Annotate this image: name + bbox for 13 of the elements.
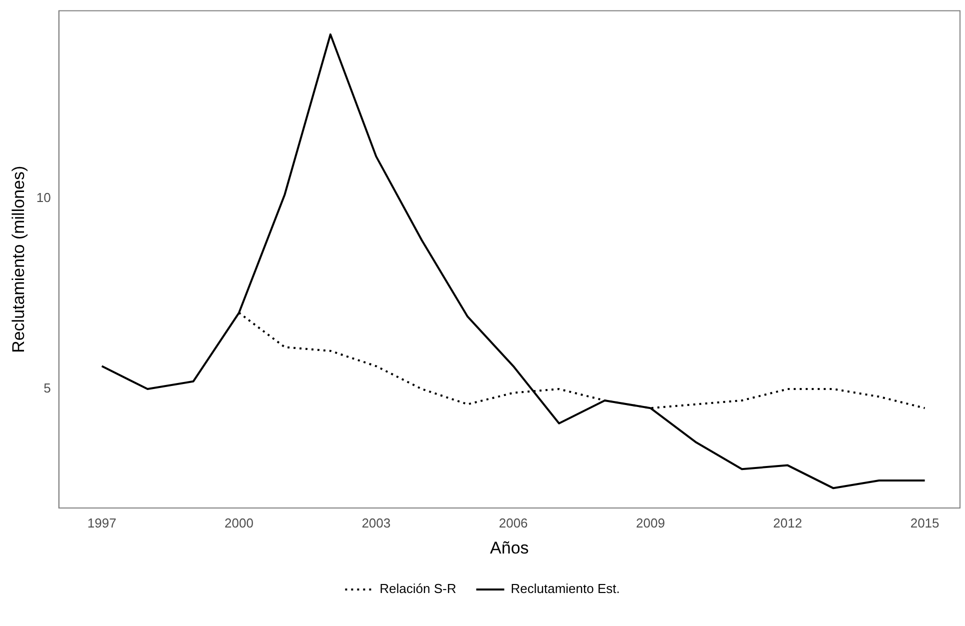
x-tick-label: 2000: [224, 515, 254, 530]
x-tick-label: 2003: [362, 515, 391, 530]
legend-label: Reclutamiento Est.: [510, 581, 620, 596]
y-tick-label: 10: [36, 190, 51, 205]
x-tick-label: 1997: [87, 515, 116, 530]
y-tick-label: 5: [44, 380, 51, 396]
y-axis-title: Reclutamiento (millones): [8, 166, 28, 353]
x-tick-label: 2015: [910, 515, 940, 530]
x-tick-label: 2009: [636, 515, 665, 530]
x-axis-title: Años: [490, 538, 529, 558]
x-tick-label: 2006: [498, 515, 528, 530]
x-tick-label: 2012: [773, 515, 802, 530]
legend-label: Relación S-R: [380, 581, 456, 596]
